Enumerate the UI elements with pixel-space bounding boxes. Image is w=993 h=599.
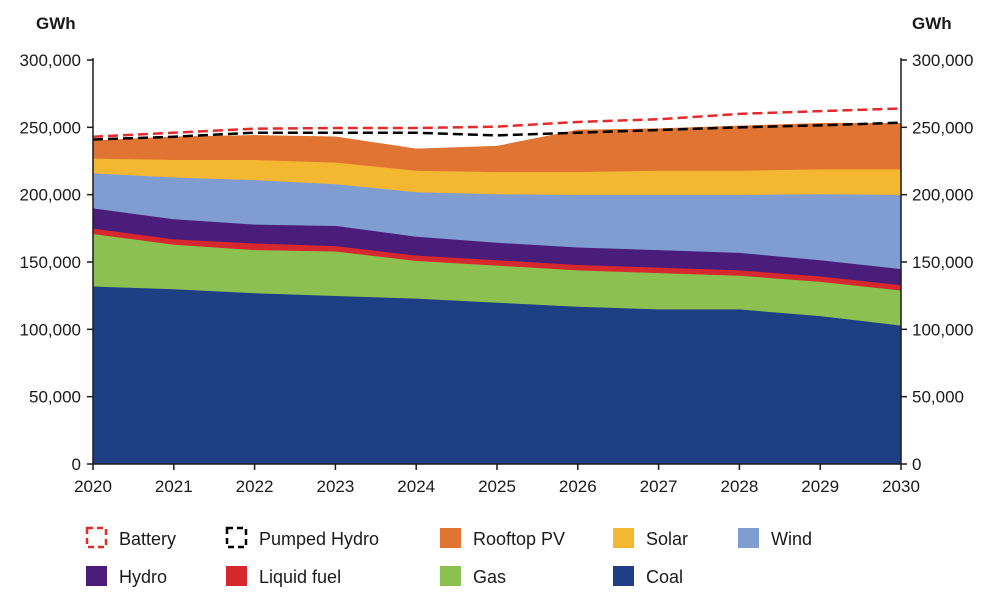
legend-label: Battery <box>119 529 176 549</box>
y-tick-label-right: 300,000 <box>912 51 973 70</box>
x-tick-label: 2024 <box>397 477 435 496</box>
legend-item-liquid-fuel: Liquid fuel <box>226 566 341 587</box>
y-tick-label-right: 0 <box>912 455 921 474</box>
y-tick-label-left: 300,000 <box>20 51 81 70</box>
legend-swatch-solar <box>613 528 634 548</box>
legend-swatch-wind <box>738 528 759 548</box>
legend-item-coal: Coal <box>613 566 683 587</box>
y-tick-label-left: 200,000 <box>20 186 81 205</box>
legend-item-pumped-hydro: Pumped Hydro <box>225 526 379 549</box>
y-tick-label-right: 200,000 <box>912 186 973 205</box>
legend-swatch-gas <box>440 566 461 586</box>
x-tick-label: 2022 <box>236 477 274 496</box>
x-tick-label: 2027 <box>640 477 678 496</box>
legend-swatch-hydro <box>86 566 107 586</box>
legend-label: Liquid fuel <box>259 567 341 587</box>
axes <box>87 58 907 470</box>
y-tick-label-left: 50,000 <box>29 388 81 407</box>
area-coal <box>92 285 902 465</box>
legend-item-wind: Wind <box>738 528 812 549</box>
right-unit-label: GWh <box>912 14 952 33</box>
x-tick-label: 2029 <box>801 477 839 496</box>
legend-item-battery: Battery <box>85 526 176 549</box>
x-tick-label: 2023 <box>316 477 354 496</box>
legend-swatch-battery <box>85 526 108 549</box>
y-tick-label-right: 150,000 <box>912 253 973 272</box>
legend-swatch-pumped-hydro <box>225 526 248 549</box>
x-tick-label: 2028 <box>720 477 758 496</box>
legend-label: Coal <box>646 567 683 587</box>
y-tick-label-left: 250,000 <box>20 118 81 137</box>
legend-label: Gas <box>473 567 506 587</box>
area-layers <box>92 122 902 465</box>
left-unit-label: GWh <box>36 14 76 33</box>
x-tick-label: 2021 <box>155 477 193 496</box>
legend-swatch-rooftop-pv <box>440 528 461 548</box>
legend-label: Solar <box>646 529 688 549</box>
legend-label: Wind <box>771 529 812 549</box>
legend-item-solar: Solar <box>613 528 688 549</box>
x-tick-label: 2025 <box>478 477 516 496</box>
y-tick-label-right: 50,000 <box>912 388 964 407</box>
x-tick-label: 2030 <box>882 477 920 496</box>
y-tick-label-right: 100,000 <box>912 320 973 339</box>
y-tick-label-left: 100,000 <box>20 320 81 339</box>
legend-label: Rooftop PV <box>473 529 565 549</box>
legend-item-rooftop-pv: Rooftop PV <box>440 528 565 549</box>
tick-labels: 0 0 50,000 50,000 100,000 100,000 150,000 150,0… <box>20 51 974 496</box>
y-tick-label-left: 150,000 <box>20 253 81 272</box>
legend-swatch-liquid-fuel <box>226 566 247 586</box>
x-tick-label: 2020 <box>74 477 112 496</box>
legend-item-gas: Gas <box>440 566 506 587</box>
x-tick-label: 2026 <box>559 477 597 496</box>
legend: Battery Pumped Hydro Rooftop PV Solar Wind Hy… <box>85 526 812 587</box>
y-tick-label-right: 250,000 <box>912 118 973 137</box>
y-tick-label-left: 0 <box>72 455 81 474</box>
legend-item-hydro: Hydro <box>86 566 167 587</box>
legend-label: Pumped Hydro <box>259 529 379 549</box>
legend-label: Hydro <box>119 567 167 587</box>
legend-swatch-coal <box>613 566 634 586</box>
